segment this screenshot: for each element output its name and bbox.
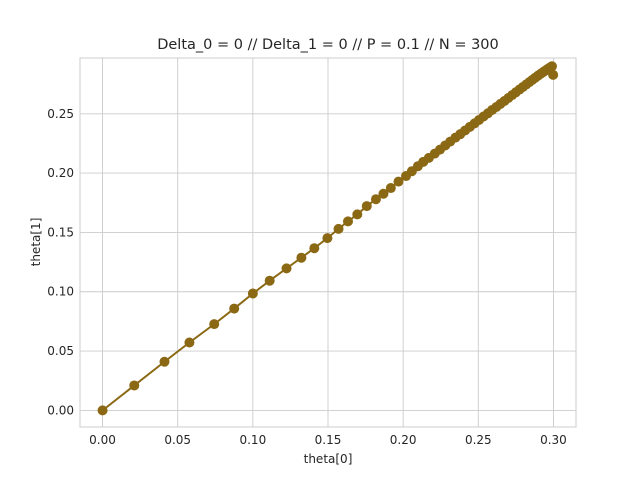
x-axis-label: theta[0]	[304, 452, 353, 466]
data-point	[385, 183, 396, 194]
data-point	[129, 380, 140, 391]
y-tick-label: 0.00	[47, 403, 74, 417]
data-point	[309, 243, 320, 254]
data-point	[546, 61, 557, 72]
data-point	[548, 69, 559, 80]
y-axis-label: theta[1]	[29, 218, 43, 267]
data-point	[184, 337, 195, 348]
x-tick-label: 0.25	[465, 433, 492, 447]
data-point	[281, 263, 292, 274]
data-point	[296, 252, 307, 263]
series-layer	[97, 61, 559, 416]
data-point	[361, 201, 372, 212]
data-point	[247, 288, 258, 299]
x-tick-label: 0.10	[239, 433, 266, 447]
data-point	[264, 275, 275, 286]
data-point	[229, 303, 240, 314]
y-tick-label: 0.20	[47, 166, 74, 180]
plot-frame	[79, 57, 577, 428]
data-point	[333, 223, 344, 234]
data-point	[352, 209, 363, 220]
x-tick-label: 0.05	[164, 433, 191, 447]
x-tick-label: 0.15	[315, 433, 342, 447]
x-tick-label: 0.00	[89, 433, 116, 447]
y-tick-label: 0.25	[47, 107, 74, 121]
x-tick-label: 0.30	[540, 433, 567, 447]
data-point	[322, 233, 333, 244]
x-tick-labels: 0.00 0.05 0.10 0.15 0.20 0.25 0.30	[89, 433, 567, 447]
y-tick-labels: 0.00 0.05 0.10 0.15 0.20 0.25	[47, 107, 74, 418]
y-tick-label: 0.15	[47, 225, 74, 239]
y-tick-label: 0.10	[47, 285, 74, 299]
data-point	[378, 188, 389, 199]
data-point	[159, 356, 170, 367]
data-point	[393, 176, 404, 187]
y-tick-label: 0.05	[47, 344, 74, 358]
x-tick-label: 0.20	[390, 433, 417, 447]
data-point	[370, 194, 381, 205]
chart-title: Delta_0 = 0 // Delta_1 = 0 // P = 0.1 //…	[157, 37, 499, 53]
data-point	[209, 319, 220, 330]
data-point	[97, 405, 108, 416]
data-point	[342, 216, 353, 227]
